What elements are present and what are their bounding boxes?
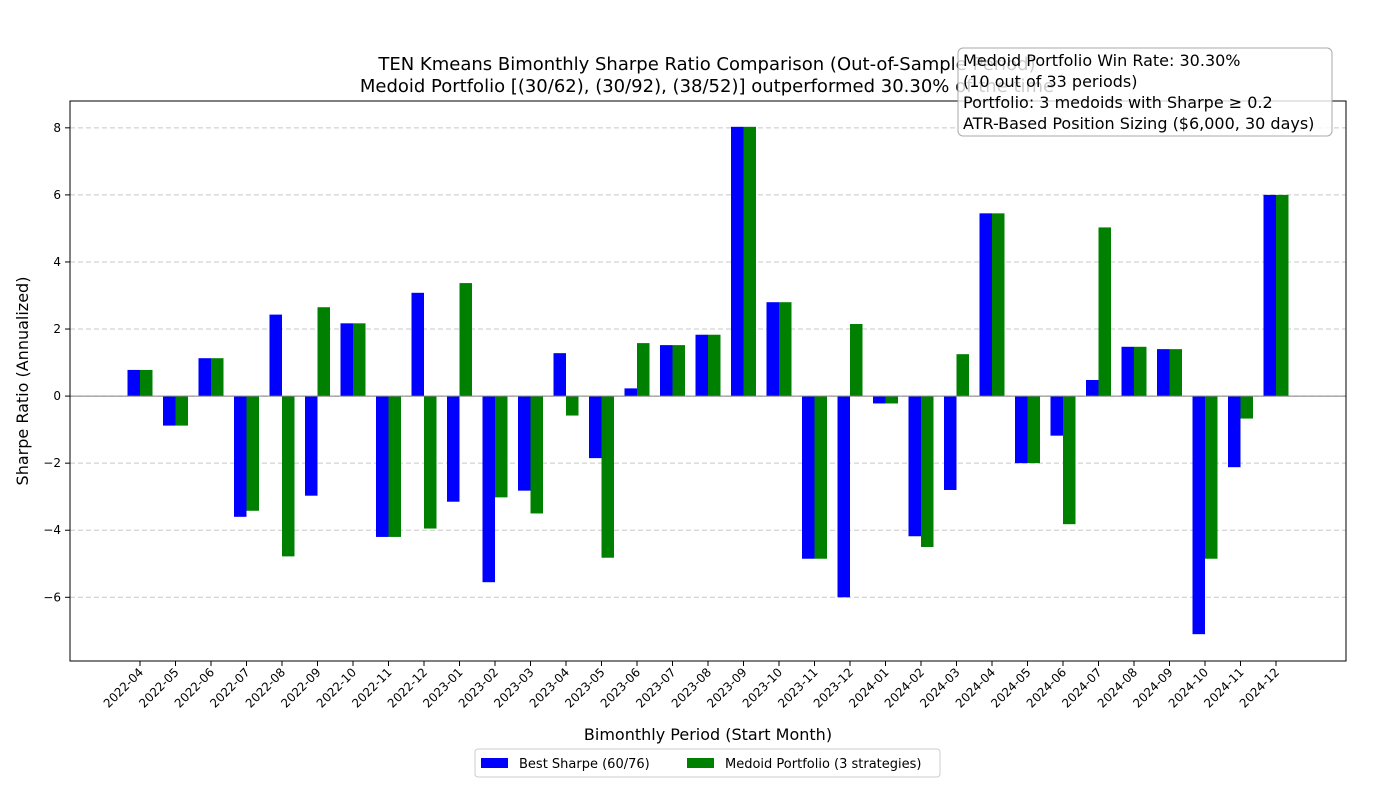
bar-medoid-portfolio-2023-01	[459, 283, 472, 397]
bar-best-sharpe-2024-07	[1086, 379, 1099, 397]
bar-medoid-portfolio-2023-09	[743, 126, 756, 397]
bar-best-sharpe-2023-11	[802, 396, 815, 559]
bar-best-sharpe-2023-06	[624, 388, 637, 397]
bar-best-sharpe-2023-07	[660, 345, 673, 397]
y-tick-label: 2	[53, 322, 61, 336]
bar-best-sharpe-2024-11	[1228, 396, 1241, 468]
bar-best-sharpe-2022-05	[163, 396, 176, 426]
bar-medoid-portfolio-2023-12	[850, 323, 863, 397]
bar-medoid-portfolio-2023-08	[708, 334, 721, 397]
bar-best-sharpe-2022-12	[411, 292, 424, 397]
bar-best-sharpe-2024-02	[908, 396, 921, 537]
legend-swatch-best-sharpe	[481, 758, 508, 768]
bar-best-sharpe-2024-06	[1050, 396, 1063, 436]
bar-medoid-portfolio-2024-11	[1240, 396, 1253, 419]
bar-best-sharpe-2022-06	[198, 358, 211, 397]
bar-medoid-portfolio-2022-09	[317, 307, 330, 397]
bar-best-sharpe-2022-07	[234, 396, 247, 517]
bar-best-sharpe-2024-09	[1157, 349, 1170, 397]
bar-best-sharpe-2024-03	[944, 396, 957, 490]
bar-best-sharpe-2023-01	[447, 396, 460, 502]
bar-best-sharpe-2022-04	[127, 369, 140, 397]
info-box-background	[957, 47, 1333, 137]
info-line-periods: (10 out of 33 periods)	[963, 72, 1137, 91]
bar-medoid-portfolio-2024-12	[1276, 194, 1289, 397]
y-tick-label: 8	[53, 121, 61, 135]
bar-medoid-portfolio-2024-02	[921, 396, 934, 547]
bar-best-sharpe-2022-10	[340, 323, 353, 397]
chart-title-line-2: Medoid Portfolio [(30/62), (30/92), (38/…	[360, 76, 1054, 97]
bar-medoid-portfolio-2022-12	[424, 396, 437, 529]
y-tick-label: 4	[53, 255, 61, 269]
bar-medoid-portfolio-2023-06	[637, 343, 650, 397]
bar-medoid-portfolio-2023-03	[530, 396, 543, 514]
bar-medoid-portfolio-2022-05	[175, 396, 188, 426]
info-box: Medoid Portfolio Win Rate: 30.30% (10 ou…	[957, 47, 1333, 137]
bar-best-sharpe-2024-01	[873, 396, 886, 404]
y-tick-label: −4	[43, 523, 61, 537]
bar-medoid-portfolio-2024-04	[992, 213, 1005, 397]
info-line-portfolio: Portfolio: 3 medoids with Sharpe ≥ 0.2	[963, 93, 1273, 112]
chart-title-line-1: TEN Kmeans Bimonthly Sharpe Ratio Compar…	[377, 54, 1035, 75]
bar-medoid-portfolio-2023-10	[779, 302, 792, 397]
info-line-win-rate: Medoid Portfolio Win Rate: 30.30%	[963, 51, 1241, 70]
bar-medoid-portfolio-2024-07	[1098, 227, 1111, 397]
bar-medoid-portfolio-2022-06	[211, 358, 224, 397]
bar-medoid-portfolio-2024-08	[1134, 346, 1147, 397]
bar-medoid-portfolio-2023-11	[814, 396, 827, 559]
bar-medoid-portfolio-2024-01	[885, 396, 898, 404]
bar-best-sharpe-2024-12	[1263, 194, 1276, 397]
y-tick-label: 0	[53, 389, 61, 403]
bar-best-sharpe-2023-02	[482, 396, 495, 583]
bar-best-sharpe-2024-10	[1192, 396, 1205, 635]
bar-medoid-portfolio-2023-07	[672, 345, 685, 397]
bar-best-sharpe-2023-03	[518, 396, 531, 491]
bar-medoid-portfolio-2024-05	[1027, 396, 1040, 464]
legend-label-best-sharpe: Best Sharpe (60/76)	[519, 757, 650, 772]
bar-best-sharpe-2023-12	[837, 396, 850, 598]
y-axis-title: Sharpe Ratio (Annualized)	[13, 277, 32, 486]
bar-best-sharpe-2022-08	[269, 314, 282, 397]
info-line-sizing: ATR-Based Position Sizing ($6,000, 30 da…	[963, 114, 1314, 133]
bar-best-sharpe-2023-05	[589, 396, 602, 459]
bar-medoid-portfolio-2024-06	[1063, 396, 1076, 525]
bar-medoid-portfolio-2023-05	[601, 396, 614, 558]
x-axis: 2022-042022-052022-062022-072022-082022-…	[101, 661, 1282, 711]
bar-best-sharpe-2023-08	[695, 334, 708, 397]
bar-best-sharpe-2024-04	[979, 213, 992, 397]
bar-medoid-portfolio-2024-10	[1205, 396, 1218, 559]
bar-medoid-portfolio-2024-03	[956, 354, 969, 397]
bar-medoid-portfolio-2022-08	[282, 396, 295, 557]
bar-medoid-portfolio-2022-07	[246, 396, 259, 511]
x-axis-title: Bimonthly Period (Start Month)	[584, 725, 832, 744]
bar-medoid-portfolio-2023-04	[566, 396, 579, 416]
bar-best-sharpe-2023-10	[766, 302, 779, 397]
bar-best-sharpe-2022-11	[376, 396, 389, 537]
bar-medoid-portfolio-2022-10	[353, 323, 366, 397]
y-tick-label: 6	[53, 188, 61, 202]
legend: Best Sharpe (60/76) Medoid Portfolio (3 …	[474, 748, 941, 778]
bar-best-sharpe-2024-05	[1015, 396, 1028, 464]
bar-best-sharpe-2022-09	[305, 396, 318, 496]
bar-medoid-portfolio-2024-09	[1169, 349, 1182, 397]
bar-medoid-portfolio-2023-02	[495, 396, 508, 498]
y-axis: −6 −4 −2 0 2 4 6 8	[43, 121, 70, 604]
y-tick-label: −2	[43, 456, 61, 470]
bar-best-sharpe-2023-04	[553, 353, 566, 397]
bars	[127, 126, 1289, 635]
legend-swatch-medoid-portfolio	[687, 758, 714, 768]
y-tick-label: −6	[43, 590, 61, 604]
x-tick-label: 2024-12	[1237, 665, 1282, 710]
legend-label-medoid-portfolio: Medoid Portfolio (3 strategies)	[725, 757, 922, 772]
bar-medoid-portfolio-2022-04	[140, 369, 153, 397]
bar-best-sharpe-2023-09	[731, 126, 744, 397]
bar-best-sharpe-2024-08	[1121, 346, 1134, 397]
bar-medoid-portfolio-2022-11	[388, 396, 401, 537]
